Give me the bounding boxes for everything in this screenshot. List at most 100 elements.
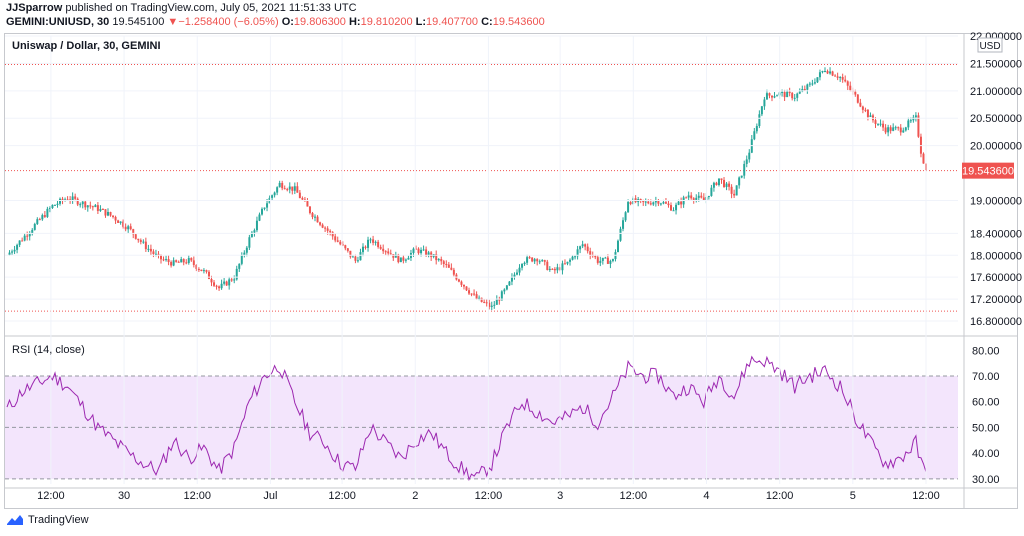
candle-body (824, 70, 827, 72)
candle-body (86, 205, 89, 208)
candle-body (657, 200, 660, 204)
candle-body (654, 200, 657, 203)
candle-body (346, 248, 349, 251)
candle-body (730, 186, 733, 194)
candle-body (91, 206, 94, 208)
candle-body (134, 234, 137, 239)
candle-body (604, 257, 607, 259)
candle-body (874, 120, 877, 124)
candle-body (447, 264, 450, 268)
price-pane (5, 64, 958, 312)
candle-body (902, 130, 905, 133)
time-tick-label: 12:00 (912, 490, 940, 502)
candle-body (700, 195, 703, 198)
publisher-name: JJSparrow (6, 2, 63, 14)
candle-body (23, 235, 26, 241)
candle-body (889, 127, 892, 131)
candle-body (230, 279, 233, 281)
candle-body (374, 241, 377, 243)
candle-body (296, 186, 299, 193)
candle-body (670, 205, 673, 211)
candle-body (707, 195, 710, 198)
candle-body (162, 259, 165, 261)
candle-body (175, 260, 178, 262)
candle-body (846, 81, 849, 86)
candle-body (127, 226, 130, 230)
candle-body (579, 246, 582, 250)
candle-body (662, 202, 665, 204)
candle-body (599, 260, 602, 263)
candle-body (553, 268, 556, 271)
candle-body (533, 259, 536, 262)
candle-body (523, 262, 526, 265)
candle-body (106, 211, 109, 216)
candle-body (728, 183, 731, 187)
candle-body (223, 281, 226, 284)
candle-body (38, 219, 41, 221)
candle-body (697, 195, 700, 198)
candle-body (672, 210, 675, 212)
candle-body (619, 228, 622, 241)
candle-body (826, 70, 829, 74)
candle-body (382, 248, 385, 252)
candle-body (404, 259, 407, 261)
candle-body (503, 289, 506, 292)
candle-body (783, 91, 786, 98)
candle-body (361, 246, 364, 253)
candle-body (839, 77, 842, 79)
candle-body (177, 261, 180, 263)
candle-body (172, 260, 175, 266)
candle-body (831, 71, 834, 76)
candle-body (263, 207, 266, 209)
candle-body (119, 221, 122, 223)
candle-body (569, 259, 572, 262)
candle-body (354, 256, 357, 261)
candle-body (377, 241, 380, 247)
candle-body (356, 260, 359, 262)
candle-body (397, 254, 400, 263)
candle-body (109, 211, 112, 216)
candle-body (187, 258, 190, 263)
candle-body (793, 97, 796, 99)
candle-body (53, 204, 56, 206)
candle-body (786, 91, 789, 98)
candle-body (415, 248, 418, 250)
candle-body (821, 71, 824, 73)
published-text: published on TradingView.com, July 05, 2… (65, 2, 357, 14)
candle-body (420, 249, 423, 254)
candle-body (907, 120, 910, 128)
candle-body (526, 257, 529, 263)
candle-body (384, 251, 387, 253)
candle-body (468, 290, 471, 294)
candle-body (319, 222, 322, 225)
candle-body (301, 198, 304, 200)
candle-body (836, 76, 839, 78)
candle-body (627, 202, 630, 213)
candle-body (331, 232, 334, 237)
candle-body (629, 202, 632, 205)
candle-body (122, 221, 125, 227)
price-tick-label: 16.800000 (970, 316, 1022, 328)
candle-body (101, 208, 104, 210)
candle-body (369, 239, 372, 241)
candle-body (258, 214, 261, 221)
tradingview-logo[interactable]: TradingView (6, 514, 89, 526)
low-value: 19.407700 (426, 16, 479, 28)
price-tick-label: 20.000000 (970, 141, 1022, 153)
candle-body (723, 179, 726, 187)
candle-body (46, 208, 49, 217)
candle-body (389, 253, 392, 255)
price-tick-label: 18.400000 (970, 228, 1022, 240)
candle-body (642, 199, 645, 203)
candle-body (470, 293, 473, 295)
brand-label: TradingView (28, 514, 89, 526)
candle-body (364, 246, 367, 248)
candle-body (316, 216, 319, 223)
open-label: O: (281, 16, 294, 28)
candle-body (344, 245, 347, 249)
candle-body (717, 178, 720, 185)
candle-body (505, 285, 508, 290)
candle-body (218, 286, 221, 289)
candle-body (768, 93, 771, 96)
